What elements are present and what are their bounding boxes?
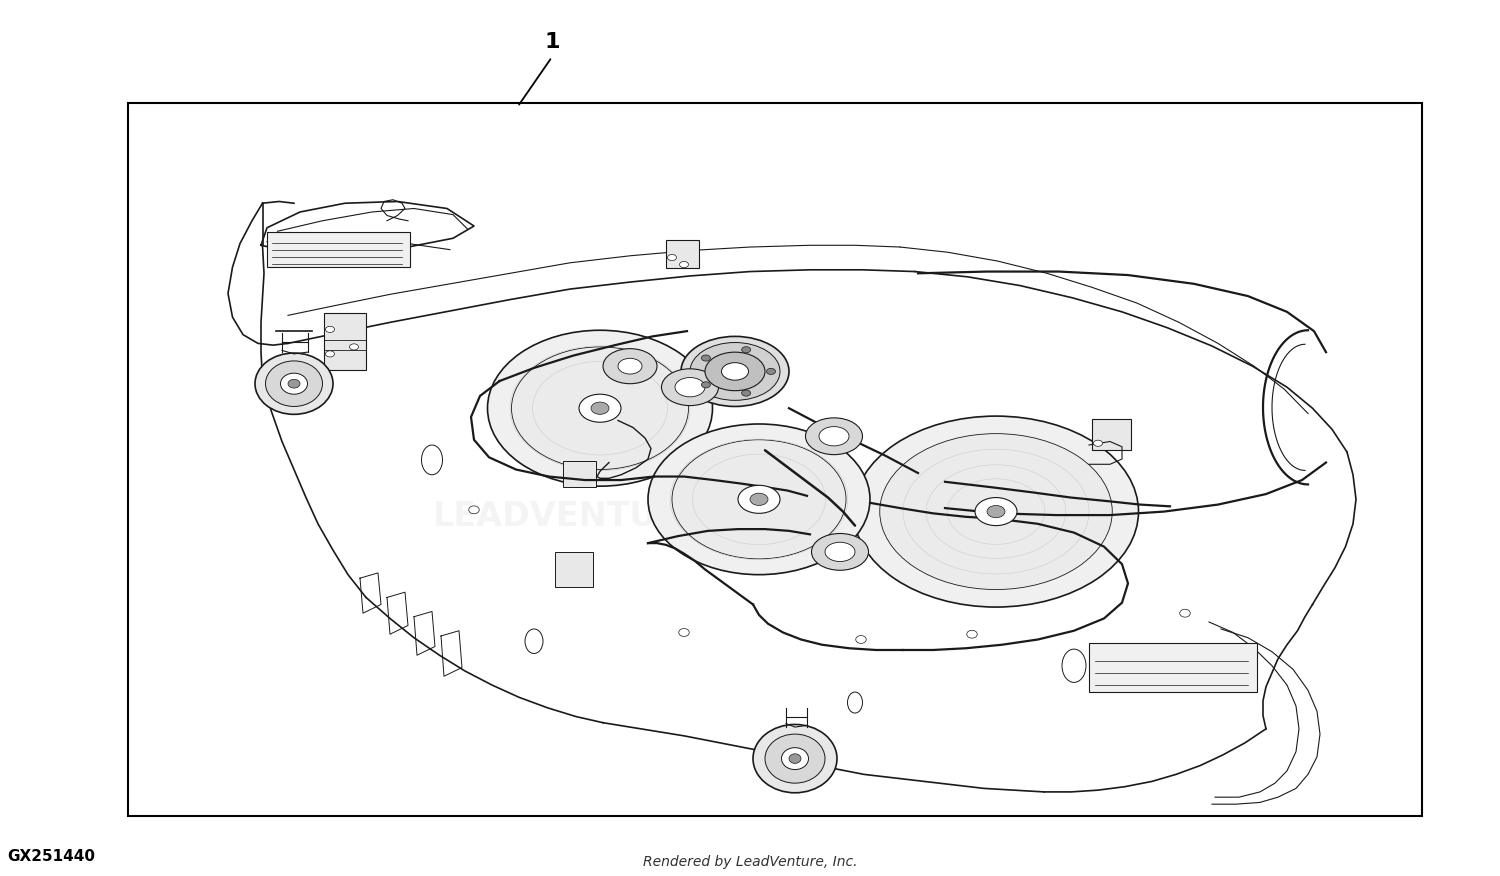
Ellipse shape [741,347,750,353]
Ellipse shape [812,533,868,570]
Ellipse shape [855,636,865,643]
Ellipse shape [765,734,825,783]
Ellipse shape [672,440,846,559]
Text: LEADVENTURE: LEADVENTURE [433,500,706,533]
Bar [666,240,699,268]
Ellipse shape [847,692,862,713]
Bar [324,313,366,370]
Ellipse shape [789,753,801,763]
Ellipse shape [422,445,442,475]
Ellipse shape [603,349,657,384]
Ellipse shape [825,542,855,562]
Text: GX251440: GX251440 [8,849,96,865]
Ellipse shape [512,347,688,470]
Bar [1089,643,1257,692]
Ellipse shape [662,369,718,406]
Ellipse shape [266,361,322,406]
Ellipse shape [579,394,621,422]
Ellipse shape [350,343,358,350]
Text: 1: 1 [544,32,560,52]
Ellipse shape [525,629,543,653]
Ellipse shape [680,261,688,268]
Ellipse shape [853,416,1138,607]
Ellipse shape [705,352,765,391]
Ellipse shape [668,254,676,261]
Ellipse shape [1094,441,1102,447]
Ellipse shape [987,505,1005,518]
Ellipse shape [690,343,780,400]
Ellipse shape [488,330,712,486]
Ellipse shape [1062,649,1086,682]
Ellipse shape [766,369,776,375]
Ellipse shape [675,378,705,397]
Ellipse shape [326,326,334,333]
Ellipse shape [591,402,609,414]
Ellipse shape [678,629,688,636]
Ellipse shape [288,379,300,388]
Ellipse shape [966,630,978,638]
Ellipse shape [975,498,1017,526]
Ellipse shape [753,724,837,793]
Ellipse shape [782,748,808,770]
Ellipse shape [702,382,711,388]
Bar [555,552,592,587]
Ellipse shape [879,434,1112,590]
Ellipse shape [255,353,333,414]
Ellipse shape [326,350,334,357]
Ellipse shape [681,336,789,406]
Ellipse shape [648,424,870,575]
Ellipse shape [468,506,480,513]
Bar [267,232,410,267]
Ellipse shape [750,493,768,505]
Ellipse shape [702,355,711,361]
Bar [1092,419,1131,450]
Bar [128,103,1422,816]
Ellipse shape [618,358,642,374]
Bar [562,461,596,487]
Ellipse shape [806,418,862,455]
Ellipse shape [819,427,849,446]
Ellipse shape [722,363,748,380]
Ellipse shape [741,390,750,396]
Ellipse shape [738,485,780,513]
Text: Rendered by LeadVenture, Inc.: Rendered by LeadVenture, Inc. [642,855,858,869]
Ellipse shape [1179,610,1191,617]
Ellipse shape [280,373,308,394]
